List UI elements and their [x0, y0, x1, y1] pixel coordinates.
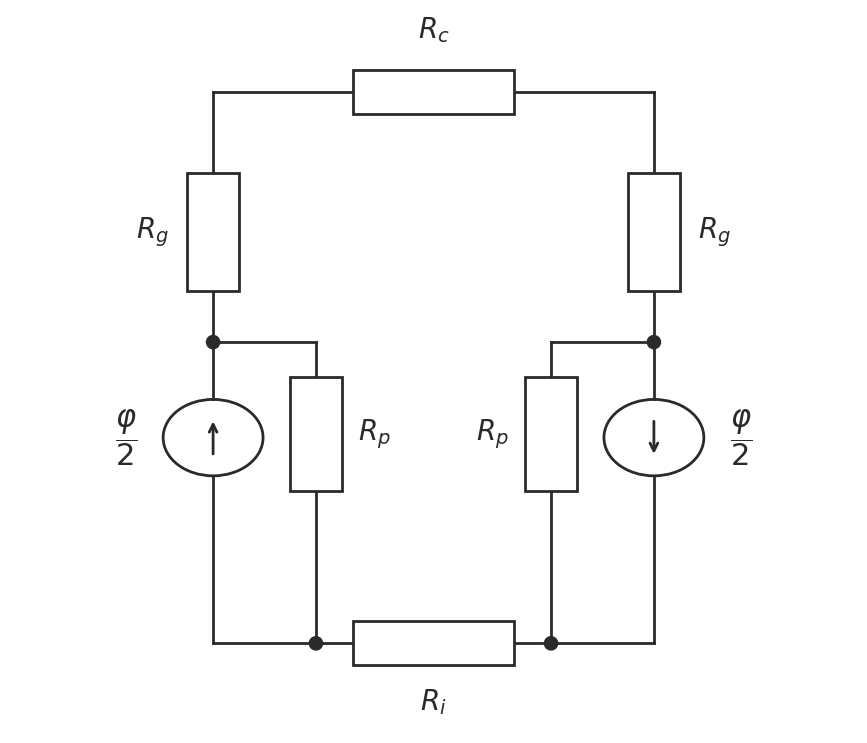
Bar [187, 173, 238, 291]
Bar [353, 621, 514, 666]
Text: $R_g$: $R_g$ [136, 215, 169, 249]
Bar [629, 173, 680, 291]
Bar [353, 71, 514, 114]
Text: $R_c$: $R_c$ [418, 15, 449, 45]
Circle shape [206, 336, 219, 348]
Circle shape [310, 637, 323, 650]
Text: $\dfrac{\varphi}{2}$: $\dfrac{\varphi}{2}$ [729, 407, 752, 468]
Text: $\dfrac{\varphi}{2}$: $\dfrac{\varphi}{2}$ [115, 407, 138, 468]
Text: $R_p$: $R_p$ [476, 417, 509, 451]
Text: $R_i$: $R_i$ [420, 687, 447, 717]
Text: $R_p$: $R_p$ [358, 417, 391, 451]
Circle shape [648, 336, 661, 348]
Bar [525, 377, 577, 491]
Circle shape [544, 637, 557, 650]
Text: $R_g$: $R_g$ [698, 215, 731, 249]
Bar [290, 377, 342, 491]
